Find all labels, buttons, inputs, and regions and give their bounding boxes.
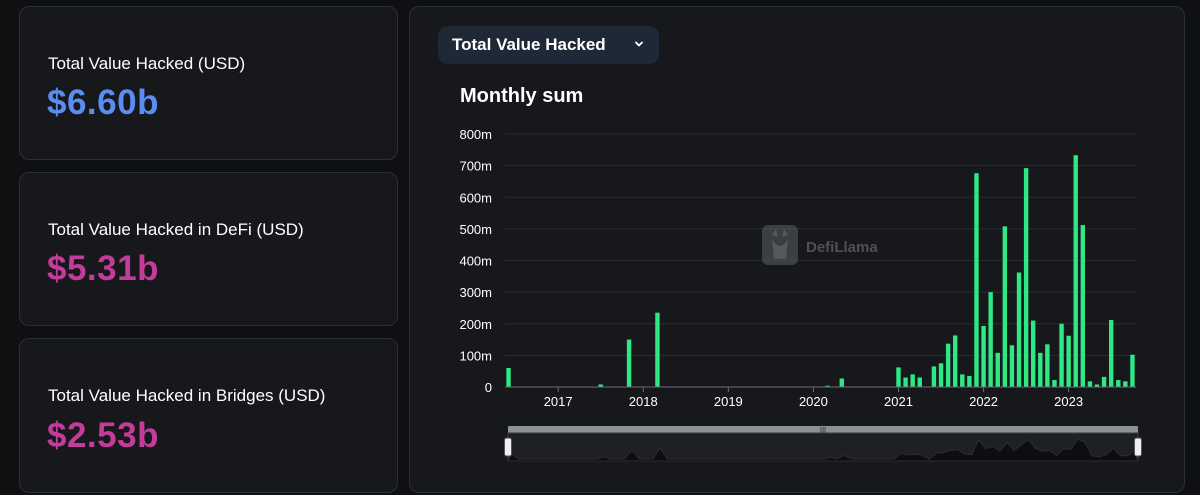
bar[interactable] <box>910 374 915 387</box>
bar[interactable] <box>974 173 979 387</box>
metric-dropdown-label: Total Value Hacked <box>452 35 606 54</box>
bar[interactable] <box>953 335 958 387</box>
bar[interactable] <box>981 325 986 387</box>
scrollbar-grip-icon: ||| <box>820 426 826 435</box>
bar[interactable] <box>1030 320 1036 387</box>
defi-hacked-label: Total Value Hacked in DeFi (USD) <box>48 220 304 239</box>
bar[interactable] <box>839 378 844 387</box>
bar[interactable] <box>967 375 972 387</box>
monthly-hacks-bar-chart: DefiLlama 0 100m 200m 300m 400m 500m 600m 700m 8… <box>459 127 1142 462</box>
defillama-watermark: DefiLlama <box>762 225 878 265</box>
x-tick-label: 2021 <box>884 394 913 409</box>
bridges-hacked-card: Total Value Hacked in Bridges (USD) $2.5… <box>19 338 398 493</box>
bar[interactable] <box>598 384 603 387</box>
llama-logo-icon <box>762 225 798 265</box>
x-tick-label: 2023 <box>1054 394 1083 409</box>
bar[interactable] <box>825 385 830 387</box>
bar[interactable] <box>1002 226 1008 387</box>
bar[interactable] <box>1052 380 1057 387</box>
x-tick-label: 2017 <box>544 394 573 409</box>
bar[interactable] <box>1038 352 1043 387</box>
bridges-hacked-label: Total Value Hacked in Bridges (USD) <box>48 386 326 405</box>
y-tick-label: 200m <box>459 317 492 332</box>
x-tick-label: 2022 <box>969 394 998 409</box>
bar[interactable] <box>1059 323 1064 387</box>
metric-dropdown[interactable]: Total Value Hacked <box>438 26 659 64</box>
bar[interactable] <box>995 352 1000 387</box>
x-tick-label: 2020 <box>799 394 828 409</box>
bar[interactable] <box>506 368 511 387</box>
defi-hacked-value: $5.31b <box>47 249 159 288</box>
bar[interactable] <box>1016 272 1022 387</box>
navigator-area <box>507 438 1139 462</box>
navigator-scrollbar[interactable] <box>508 426 1138 434</box>
bridges-hacked-value: $2.53b <box>47 416 159 455</box>
bar[interactable] <box>1087 381 1093 387</box>
y-tick-label: 100m <box>459 348 492 363</box>
y-tick-label: 500m <box>459 222 492 237</box>
bar[interactable] <box>988 292 993 387</box>
y-tick-label: 0 <box>485 380 492 395</box>
chart-title: Monthly sum <box>460 85 584 107</box>
bar[interactable] <box>1045 344 1050 387</box>
navigator-right-handle[interactable] <box>1134 437 1142 457</box>
bar[interactable] <box>1094 384 1100 387</box>
x-tick-label: 2018 <box>629 394 658 409</box>
bar[interactable] <box>1009 345 1015 387</box>
bar[interactable] <box>1073 155 1078 387</box>
bar[interactable] <box>1101 376 1107 387</box>
bar[interactable] <box>1023 168 1029 387</box>
bar[interactable] <box>903 377 908 387</box>
total-value-hacked-label: Total Value Hacked (USD) <box>48 54 246 73</box>
y-tick-label: 800m <box>459 127 492 142</box>
y-tick-label: 600m <box>459 190 492 205</box>
chevron-down-icon <box>635 41 643 47</box>
bar[interactable] <box>917 377 922 387</box>
bar[interactable] <box>1108 319 1114 387</box>
bar[interactable] <box>896 367 901 387</box>
bar[interactable] <box>1130 354 1135 387</box>
chart-panel: Total Value Hacked Monthly sum DefiLlama… <box>409 6 1185 493</box>
bar[interactable] <box>945 343 951 387</box>
y-tick-label: 700m <box>459 159 492 174</box>
total-value-hacked-value: $6.60b <box>47 83 159 122</box>
y-tick-label: 300m <box>459 285 492 300</box>
bar[interactable] <box>655 312 660 387</box>
bar[interactable] <box>1080 225 1086 387</box>
y-tick-label: 400m <box>459 254 492 269</box>
total-value-hacked-card: Total Value Hacked (USD) $6.60b <box>19 6 398 160</box>
bar[interactable] <box>1116 380 1121 387</box>
watermark-text: DefiLlama <box>806 239 878 256</box>
bar[interactable] <box>1066 335 1071 387</box>
bar[interactable] <box>960 374 965 387</box>
bar[interactable] <box>938 363 944 387</box>
x-tick-label: 2019 <box>714 394 743 409</box>
bar[interactable] <box>931 366 937 387</box>
bar[interactable] <box>1123 381 1128 387</box>
navigator-left-handle[interactable] <box>504 437 512 457</box>
defi-hacked-card: Total Value Hacked in DeFi (USD) $5.31b <box>19 172 398 326</box>
llama-head-icon <box>772 229 788 259</box>
bar[interactable] <box>626 339 632 387</box>
